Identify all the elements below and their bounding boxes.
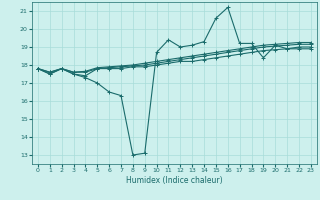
- X-axis label: Humidex (Indice chaleur): Humidex (Indice chaleur): [126, 176, 223, 185]
